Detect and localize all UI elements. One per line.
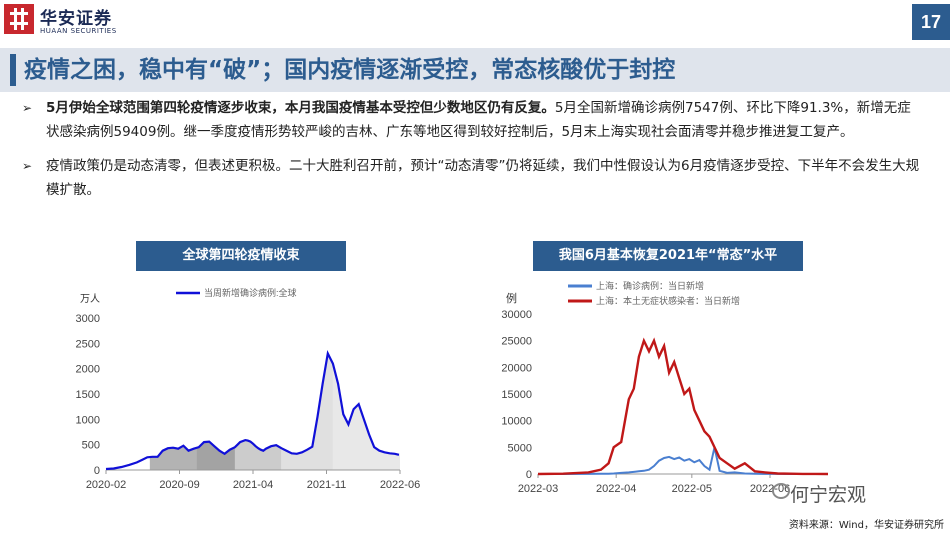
x-tick-label: 2022-04 — [596, 483, 636, 495]
bullet-item: ➢ 疫情政策仍是动态清零，但表述更积极。二十大胜利召开前，预计“动态清零”仍将延… — [22, 154, 922, 202]
bullet-item: ➢ 5月伊始全球范围第四轮疫情逐步收束，本月我国疫情基本受控但少数地区仍有反复。… — [22, 96, 922, 144]
y-tick-label: 5000 — [508, 442, 532, 454]
y-tick-label: 2500 — [76, 338, 100, 350]
y-tick-label: 15000 — [501, 389, 532, 401]
bullet-text: 疫情政策仍是动态清零，但表述更积极。二十大胜利召开前，预计“动态清零”仍将延续，… — [46, 158, 920, 198]
legend-label: 上海：本土无症状感染者：当日新增 — [596, 295, 740, 306]
series-line-confirmed — [538, 447, 828, 475]
page-number: 17 — [912, 4, 950, 40]
y-tick-label: 0 — [94, 465, 100, 477]
legend-label: 上海：确诊病例：当日新增 — [596, 280, 704, 291]
series-line-asymptomatic — [537, 337, 829, 476]
wave-shade-area — [281, 353, 333, 470]
right-chart-banner: 我国6月基本恢复2021年“常态”水平 — [533, 241, 803, 271]
title-accent-bar — [10, 54, 16, 86]
logo-text-en: HUAAN SECURITIES — [40, 27, 117, 35]
y-tick-label: 25000 — [501, 336, 532, 348]
wave-shade-area — [196, 441, 235, 470]
legend-label: 当周新增确诊病例:全球 — [204, 287, 297, 298]
y-tick-label: 1500 — [76, 389, 100, 401]
y-tick-label: 30000 — [501, 309, 532, 321]
arrow-bullet-icon: ➢ — [22, 159, 33, 173]
y-unit-label: 万人 — [80, 293, 100, 305]
series-line-global-cases — [105, 350, 400, 471]
bullet-list: ➢ 5月伊始全球范围第四轮疫情逐步收束，本月我国疫情基本受控但少数地区仍有反复。… — [22, 96, 922, 212]
global-cases-chart: 万人 当周新增确诊病例:全球 0 500 1000 1500 2000 2500 3000 202… — [76, 287, 420, 491]
bullet-text: 5月全国新增确诊病例7547例、环比下降91.3%，新增无症状感染病例59409… — [46, 100, 911, 140]
x-tick-label: 2021-04 — [233, 479, 273, 491]
y-tick-label: 500 — [82, 440, 100, 452]
source-note: 资料来源：Wind，华安证券研究所 — [788, 520, 944, 531]
title-bar: 疫情之困，稳中有“破”；国内疫情逐渐受控，常态核酸优于封控 — [0, 48, 950, 92]
logo-text-cn: 华安证券 — [40, 9, 112, 29]
arrow-bullet-icon: ➢ — [22, 101, 33, 115]
y-unit-label: 例 — [506, 291, 517, 305]
y-tick-label: 0 — [526, 469, 532, 481]
wechat-watermark-icon — [772, 483, 790, 499]
wave-shade-area — [149, 445, 197, 470]
y-tick-label: 2000 — [76, 364, 100, 376]
watermark: 何宁宏观 — [790, 484, 867, 506]
wave-shade-area — [332, 363, 400, 470]
header: 华安证券 HUAAN SECURITIES 17 — [0, 0, 950, 44]
page-title: 疫情之困，稳中有“破”；国内疫情逐渐受控，常态核酸优于封控 — [24, 57, 676, 83]
x-tick-label: 2021-11 — [307, 479, 347, 491]
x-tick-label: 2022-05 — [672, 483, 712, 495]
y-tick-label: 3000 — [76, 313, 100, 325]
x-tick-label: 2022-06 — [380, 479, 420, 491]
y-tick-label: 10000 — [501, 416, 532, 428]
x-tick-label: 2022-03 — [518, 483, 558, 495]
x-tick-label: 2020-09 — [159, 479, 199, 491]
y-tick-label: 20000 — [501, 362, 532, 374]
y-tick-label: 1000 — [76, 414, 100, 426]
left-chart-banner: 全球第四轮疫情收束 — [136, 241, 346, 271]
x-tick-label: 2020-02 — [86, 479, 126, 491]
company-logo-icon — [4, 4, 34, 34]
bullet-bold-text: 5月伊始全球范围第四轮疫情逐步收束，本月我国疫情基本受控但少数地区仍有反复。 — [46, 100, 555, 116]
